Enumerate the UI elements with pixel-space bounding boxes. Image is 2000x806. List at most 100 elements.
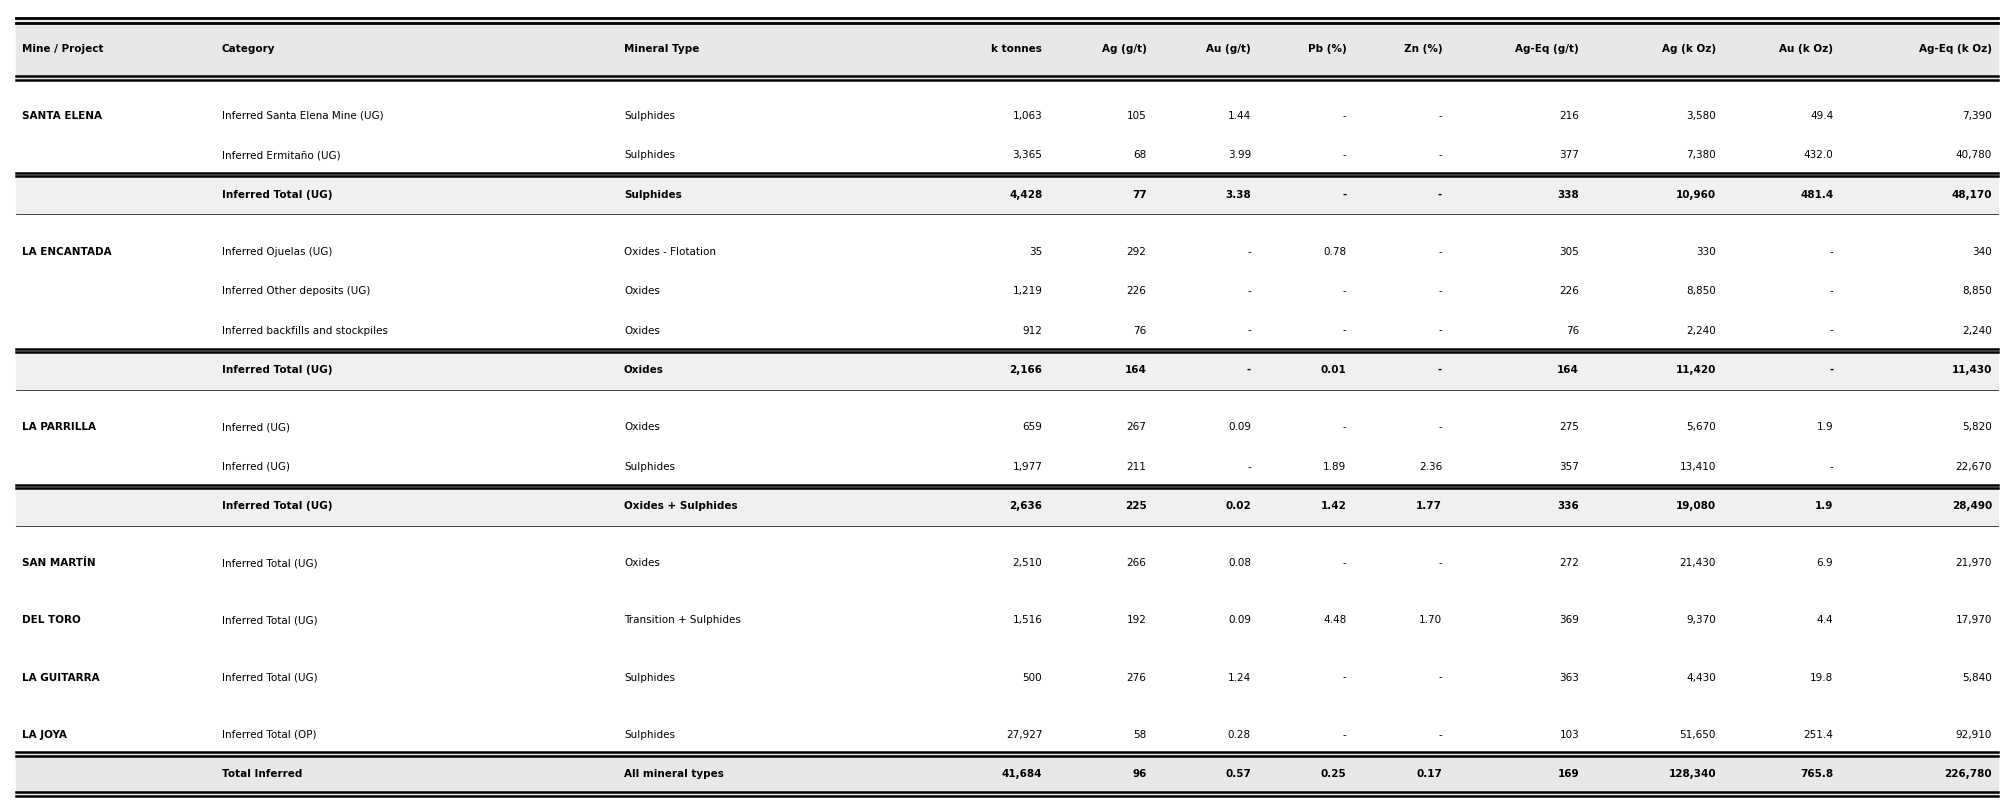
Text: -: - — [1830, 365, 1834, 375]
Text: DEL TORO: DEL TORO — [22, 616, 80, 625]
Text: Ag (g/t): Ag (g/t) — [1102, 44, 1146, 54]
Text: 8,850: 8,850 — [1962, 286, 1992, 296]
Text: 330: 330 — [1696, 247, 1716, 256]
Text: 19.8: 19.8 — [1810, 672, 1834, 683]
Text: Oxides: Oxides — [624, 422, 660, 432]
Text: 5,670: 5,670 — [1686, 422, 1716, 432]
Text: -: - — [1342, 110, 1346, 121]
Text: 1.9: 1.9 — [1816, 422, 1834, 432]
Text: 216: 216 — [1560, 110, 1580, 121]
Text: 2,166: 2,166 — [1010, 365, 1042, 375]
Text: 96: 96 — [1132, 769, 1146, 779]
Text: -: - — [1438, 247, 1442, 256]
Text: 1.42: 1.42 — [1320, 501, 1346, 511]
Text: Inferred Total (OP): Inferred Total (OP) — [222, 729, 316, 740]
Text: -: - — [1248, 247, 1250, 256]
Text: 2,240: 2,240 — [1686, 326, 1716, 335]
Text: 226: 226 — [1560, 286, 1580, 296]
Text: 128,340: 128,340 — [1668, 769, 1716, 779]
Text: Au (k Oz): Au (k Oz) — [1780, 44, 1834, 54]
Text: 4,430: 4,430 — [1686, 672, 1716, 683]
Text: Inferred Total (UG): Inferred Total (UG) — [222, 189, 332, 200]
Text: 2.36: 2.36 — [1418, 462, 1442, 472]
Text: 336: 336 — [1558, 501, 1580, 511]
Text: 272: 272 — [1560, 559, 1580, 568]
Text: 76: 76 — [1134, 326, 1146, 335]
Text: Sulphides: Sulphides — [624, 672, 674, 683]
Text: -: - — [1342, 189, 1346, 200]
Text: k tonnes: k tonnes — [992, 44, 1042, 54]
Text: SANTA ELENA: SANTA ELENA — [22, 110, 102, 121]
Text: 21,970: 21,970 — [1956, 559, 1992, 568]
Text: 13,410: 13,410 — [1680, 462, 1716, 472]
Text: 5,820: 5,820 — [1962, 422, 1992, 432]
Text: -: - — [1342, 422, 1346, 432]
Text: 0.57: 0.57 — [1226, 769, 1250, 779]
Text: 251.4: 251.4 — [1804, 729, 1834, 740]
Text: 21,430: 21,430 — [1680, 559, 1716, 568]
Text: 48,170: 48,170 — [1952, 189, 1992, 200]
Text: 276: 276 — [1126, 672, 1146, 683]
Bar — [16, 175, 1998, 214]
Text: Inferred Other deposits (UG): Inferred Other deposits (UG) — [222, 286, 370, 296]
Text: 1,219: 1,219 — [1012, 286, 1042, 296]
Text: -: - — [1246, 365, 1250, 375]
Text: Ag-Eq (k Oz): Ag-Eq (k Oz) — [1918, 44, 1992, 54]
Text: 0.08: 0.08 — [1228, 559, 1250, 568]
Text: 3,580: 3,580 — [1686, 110, 1716, 121]
Text: 1.44: 1.44 — [1228, 110, 1250, 121]
Text: -: - — [1438, 365, 1442, 375]
Text: 7,390: 7,390 — [1962, 110, 1992, 121]
Text: Inferred Total (UG): Inferred Total (UG) — [222, 616, 318, 625]
Text: Mine / Project: Mine / Project — [22, 44, 104, 54]
Text: 105: 105 — [1126, 110, 1146, 121]
Text: -: - — [1248, 462, 1250, 472]
Text: 27,927: 27,927 — [1006, 729, 1042, 740]
Text: 19,080: 19,080 — [1676, 501, 1716, 511]
Text: 76: 76 — [1566, 326, 1580, 335]
Text: -: - — [1830, 247, 1834, 256]
Text: 765.8: 765.8 — [1800, 769, 1834, 779]
Text: Sulphides: Sulphides — [624, 729, 674, 740]
Text: Inferred Total (UG): Inferred Total (UG) — [222, 559, 318, 568]
Text: 49.4: 49.4 — [1810, 110, 1834, 121]
Text: Oxides: Oxides — [624, 286, 660, 296]
Text: Inferred backfills and stockpiles: Inferred backfills and stockpiles — [222, 326, 388, 335]
Text: 17,970: 17,970 — [1956, 616, 1992, 625]
Text: 4.4: 4.4 — [1816, 616, 1834, 625]
Text: 0.09: 0.09 — [1228, 616, 1250, 625]
Text: 225: 225 — [1124, 501, 1146, 511]
Text: 357: 357 — [1560, 462, 1580, 472]
Text: -: - — [1438, 326, 1442, 335]
Text: 11,420: 11,420 — [1676, 365, 1716, 375]
Text: 500: 500 — [1022, 672, 1042, 683]
Text: 3,365: 3,365 — [1012, 150, 1042, 160]
Text: LA ENCANTADA: LA ENCANTADA — [22, 247, 112, 256]
Text: 58: 58 — [1134, 729, 1146, 740]
Text: 226: 226 — [1126, 286, 1146, 296]
Text: -: - — [1830, 462, 1834, 472]
Text: -: - — [1342, 729, 1346, 740]
Text: 6.9: 6.9 — [1816, 559, 1834, 568]
Text: 1,977: 1,977 — [1012, 462, 1042, 472]
Text: 912: 912 — [1022, 326, 1042, 335]
Text: Inferred Santa Elena Mine (UG): Inferred Santa Elena Mine (UG) — [222, 110, 384, 121]
Text: -: - — [1438, 150, 1442, 160]
Bar — [16, 754, 1998, 794]
Text: Pb (%): Pb (%) — [1308, 44, 1346, 54]
Text: LA JOYA: LA JOYA — [22, 729, 66, 740]
Text: -: - — [1438, 422, 1442, 432]
Text: Sulphides: Sulphides — [624, 462, 674, 472]
Text: Inferred Total (UG): Inferred Total (UG) — [222, 501, 332, 511]
Text: -: - — [1438, 559, 1442, 568]
Text: 103: 103 — [1560, 729, 1580, 740]
Text: Oxides + Sulphides: Oxides + Sulphides — [624, 501, 738, 511]
Text: All mineral types: All mineral types — [624, 769, 724, 779]
Text: 4,428: 4,428 — [1010, 189, 1042, 200]
Text: 0.01: 0.01 — [1320, 365, 1346, 375]
Text: 266: 266 — [1126, 559, 1146, 568]
Text: 0.02: 0.02 — [1226, 501, 1250, 511]
Text: -: - — [1248, 286, 1250, 296]
Text: 68: 68 — [1134, 150, 1146, 160]
Text: 0.28: 0.28 — [1228, 729, 1250, 740]
